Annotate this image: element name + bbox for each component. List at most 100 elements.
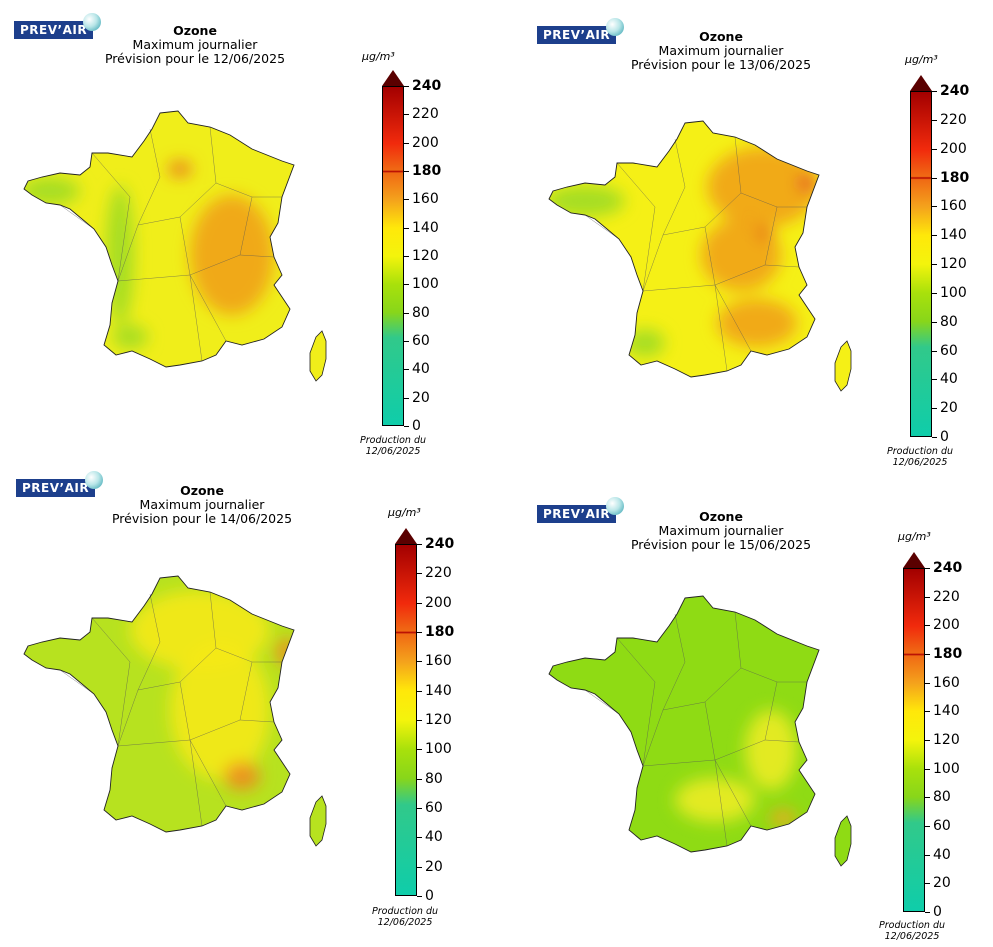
region-borders (584, 136, 807, 372)
corsica-outline (309, 330, 327, 382)
colorbar-tick-label: 120 (425, 712, 452, 728)
colorbar: 0 20 40 60 80 100 120 140 160 180 200 220 240 (395, 528, 454, 903)
colorbar-tick-label: 80 (412, 304, 430, 321)
colorbar-tick-mark (932, 177, 937, 179)
colorbar-tick-mark (417, 690, 422, 692)
colorbar-tick-mark (925, 854, 930, 856)
colorbar-tick-label: 80 (940, 313, 958, 330)
colorbar-tick-mark (404, 256, 409, 257)
colorbar-tick-mark (404, 114, 409, 116)
corsica-outline (309, 795, 327, 847)
colorbar-gradient (903, 568, 925, 912)
colorbar-tick-mark (417, 778, 422, 780)
colorbar-tick-mark (404, 397, 409, 399)
colorbar-tick-label: 0 (940, 429, 949, 445)
unit-label: µg/m³ (898, 530, 931, 543)
panel-title: Ozone Maximum journalier Prévision pour … (630, 29, 812, 72)
colorbar-tick-mark (925, 768, 930, 770)
panel-title: Ozone Maximum journalier Prévision pour … (104, 23, 286, 66)
colorbar-tick-label: 200 (412, 134, 439, 151)
colorbar-tick-mark (925, 711, 930, 713)
colorbar-tick-label: 40 (940, 371, 958, 388)
colorbar-tick-mark (417, 866, 422, 868)
colorbar-extend-arrow (395, 528, 417, 544)
colorbar-tick-label: 220 (933, 588, 960, 605)
colorbar-tick-mark (932, 350, 937, 352)
colorbar-tick-mark (925, 797, 930, 799)
colorbar-tick-mark (417, 632, 422, 633)
colorbar-tick-label: 180 (412, 163, 442, 179)
colorbar-tick-mark (925, 568, 930, 569)
colorbar-tick-label: 140 (412, 219, 439, 236)
ozone-concentration-field (549, 596, 819, 852)
colorbar-tick-mark (417, 808, 422, 809)
colorbar-tick-mark (417, 661, 422, 663)
production-label: Production du 12/06/2025 (372, 906, 438, 928)
colorbar-tick-mark (932, 321, 937, 323)
colorbar-tick-mark (932, 206, 937, 208)
unit-label: µg/m³ (905, 53, 938, 66)
colorbar-tick-mark (417, 749, 422, 751)
colorbar-tick-label: 220 (425, 565, 452, 582)
colorbar: 0 20 40 60 80 100 120 140 160 180 200 220 240 (382, 70, 441, 433)
colorbar-tick-label: 20 (412, 389, 430, 406)
colorbar-tick-mark (404, 312, 409, 314)
colorbar-tick-label: 240 (412, 78, 442, 94)
colorbar-tick-mark (404, 171, 409, 172)
colorbar-tick-mark (417, 896, 422, 897)
colorbar-tick-mark (404, 227, 409, 229)
colorbar-extend-arrow (382, 70, 404, 86)
colorbar-tick-label: 0 (425, 888, 434, 904)
colorbar-tick-mark (404, 341, 409, 342)
prevair-logo: PREV’AIR (16, 471, 104, 497)
region-borders (59, 126, 282, 362)
france-outline (23, 575, 295, 833)
panel-title: Ozone Maximum journalier Prévision pour … (111, 483, 293, 526)
colorbar-tick-label: 140 (425, 682, 452, 699)
colorbar-tick-label: 200 (933, 617, 960, 634)
colorbar-tick-label: 120 (933, 732, 960, 748)
prevair-logo: PREV’AIR (537, 18, 625, 44)
colorbar-tick-mark (417, 602, 422, 604)
colorbar-tick-label: 80 (425, 770, 443, 787)
france-outline (548, 595, 820, 853)
region-borders (584, 611, 807, 847)
colorbar-tick-label: 100 (412, 276, 439, 293)
colorbar-tick-label: 100 (425, 741, 452, 758)
colorbar-tick-label: 160 (412, 191, 439, 208)
colorbar-tick-mark (925, 740, 930, 741)
colorbar-tick-mark (932, 408, 937, 410)
colorbar-tick-label: 200 (425, 594, 452, 611)
france-outline (548, 120, 820, 378)
panel-13-06: PREV’AIR Ozone Maximum journalier Prévis… (520, 0, 993, 470)
panel-12-06: PREV’AIR Ozone Maximum journalier Prévis… (0, 0, 480, 460)
colorbar-tick-label: 60 (425, 800, 443, 816)
prevair-logo: PREV’AIR (537, 497, 625, 523)
colorbar-tick-label: 160 (940, 198, 967, 215)
corsica-outline (834, 815, 852, 867)
colorbar-tick-label: 220 (412, 106, 439, 123)
colorbar-tick-mark (932, 91, 937, 92)
colorbar-tick-label: 40 (412, 361, 430, 378)
colorbar: 0 20 40 60 80 100 120 140 160 180 200 220 240 (910, 75, 969, 444)
colorbar-tick-mark (932, 437, 937, 438)
colorbar-tick-mark (932, 148, 937, 150)
ozone-map (548, 595, 852, 867)
france-outline (23, 110, 295, 368)
colorbar-tick-label: 60 (940, 342, 958, 359)
colorbar-gradient (910, 91, 932, 437)
colorbar-tick-mark (925, 654, 930, 655)
colorbar-tick-label: 160 (933, 674, 960, 691)
colorbar-tick-label: 20 (933, 875, 951, 892)
colorbar-tick-mark (925, 625, 930, 627)
colorbar-tick-mark (404, 86, 409, 87)
colorbar-tick-label: 40 (933, 846, 951, 863)
colorbar-tick-label: 40 (425, 829, 443, 846)
colorbar-extend-arrow (903, 552, 925, 568)
colorbar-tick-label: 220 (940, 111, 967, 128)
production-label: Production du 12/06/2025 (887, 446, 953, 468)
colorbar-extend-arrow (910, 75, 932, 91)
production-label: Production du 12/06/2025 (879, 920, 945, 942)
colorbar-tick-mark (932, 379, 937, 381)
colorbar-tick-label: 240 (933, 560, 963, 576)
